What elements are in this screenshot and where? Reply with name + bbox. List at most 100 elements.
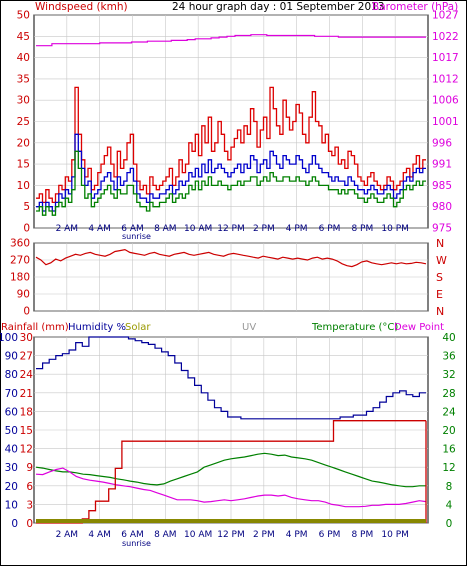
wind-y-tick: 30 [17, 95, 30, 107]
rainfall-line [36, 420, 426, 524]
barometer-y-tick: 1017 [432, 52, 459, 64]
temp-x-ticks: 2 AM 4 AM 6 AM 8 AM 10 AM 12 PM 2 PM 4 PM 6 PM 8 … [56, 530, 409, 540]
temp-y-tick: 40 [442, 332, 455, 344]
direction-series [35, 248, 427, 268]
barometer-y-tick: 1012 [432, 73, 459, 85]
wind-y-left-ticks: 0 5 10 15 20 25 30 35 40 45 50 [17, 10, 30, 235]
wind-x-tick: 8 PM [351, 224, 373, 234]
rain-y-tick: 30 [20, 332, 33, 344]
compass-tick: N [436, 237, 444, 250]
temp-y-tick: 16 [442, 444, 456, 456]
humidity-y-tick: 70 [5, 388, 18, 400]
temp-y-tick: 28 [442, 388, 455, 400]
rain-y-tick: 15 [20, 425, 33, 437]
wind-line [36, 86, 426, 204]
temp-x-tick: 6 AM [121, 530, 144, 540]
rain-y-tick: 3 [26, 499, 33, 511]
wind-barometer-panel: 0 5 10 15 20 25 30 35 40 45 50 975 980 985 991 996 1001… [17, 1, 459, 241]
temp-x-tick: 6 PM [319, 530, 341, 540]
humidity-y-ticks: 0 10 20 30 40 50 60 70 80 90 100 [0, 332, 18, 530]
wind-y-right-ticks: 975 980 985 991 996 1001 1006 1012 1017 1022 1027 [432, 10, 459, 235]
temp-y-tick: 4 [446, 499, 453, 511]
wind-x-tick: 4 AM [88, 224, 111, 234]
wind-y-tick: 0 [23, 223, 30, 235]
gust-line [36, 133, 426, 212]
wind-x-tick: 6 AM [121, 224, 144, 234]
wind-x-tick: 2 AM [56, 224, 79, 234]
solar-legend-label: Solar [125, 322, 151, 333]
barometer-y-tick: 1022 [432, 31, 459, 43]
humidity-line [36, 336, 426, 420]
direction-y-tick: 360 [10, 238, 30, 250]
wind-y-tick: 10 [17, 180, 30, 192]
humidity-y-tick: 50 [5, 425, 18, 437]
direction-y-tick: 0 [23, 306, 30, 318]
wind-grid [34, 14, 428, 229]
direction-grid [34, 242, 428, 312]
wind-x-tick: 6 PM [319, 224, 341, 234]
rain-y-tick: 24 [20, 369, 34, 381]
rainfall-legend-label: Rainfall (mm) [1, 322, 69, 333]
solar-band [36, 519, 426, 523]
windspeed-axis-label: Windspeed (kmh) [35, 1, 128, 13]
temp-x-tick: 10 PM [381, 530, 409, 540]
sunrise-label: sunrise [122, 232, 151, 241]
barometer-axis-label: Barometer (hPa) [372, 1, 458, 13]
humidity-y-tick: 80 [5, 369, 18, 381]
humidity-y-tick: 0 [11, 518, 18, 530]
chart-title: 24 hour graph day : 01 September 2013 [172, 1, 384, 13]
barometer-y-tick: 1027 [432, 10, 459, 22]
temp-x-tick: 2 AM [56, 530, 79, 540]
temp-y-tick: 0 [446, 518, 453, 530]
wind_avg-line [36, 150, 426, 216]
humidity-y-tick: 60 [5, 406, 18, 418]
barometer-y-tick: 975 [432, 223, 452, 235]
wind-x-tick: 8 AM [154, 224, 177, 234]
humidity-y-tick: 40 [5, 444, 18, 456]
compass-tick: W [436, 254, 447, 267]
rain-y-tick: 21 [20, 388, 33, 400]
wind-x-tick: 10 AM [184, 224, 212, 234]
temp-x-tick: 12 PM [217, 530, 245, 540]
temp-y-tick: 12 [442, 462, 455, 474]
rain-y-tick: 27 [20, 351, 33, 363]
temp-x-tick: 10 AM [184, 530, 212, 540]
wind-x-tick: 2 PM [253, 224, 275, 234]
barometer-line [36, 34, 426, 47]
wind-series [36, 34, 426, 216]
barometer-y-tick: 996 [432, 137, 452, 149]
temp-y-tick: 36 [442, 351, 456, 363]
wind-x-tick: 12 PM [217, 224, 245, 234]
rain-y-tick: 0 [26, 518, 33, 530]
temp-x-tick: 8 PM [351, 530, 373, 540]
wind-y-tick: 5 [23, 201, 30, 213]
direction-y-tick: 180 [10, 272, 30, 284]
temperature-line [35, 452, 426, 488]
barometer-y-tick: 985 [432, 180, 452, 192]
compass-tick: E [436, 288, 443, 301]
wind-y-tick: 25 [17, 116, 30, 128]
barometer-y-tick: 980 [432, 201, 452, 213]
wind-y-tick: 15 [17, 159, 30, 171]
rain-y-tick: 12 [20, 444, 33, 456]
wind-y-tick: 50 [17, 10, 30, 22]
humidity-y-tick: 100 [0, 332, 18, 344]
sunrise-label-bottom: sunrise [122, 539, 151, 548]
rain-y-tick: 18 [20, 406, 33, 418]
humidity-legend-label: Humidity % [68, 322, 126, 333]
direction-y-tick: 90 [17, 289, 30, 301]
humidity-y-tick: 20 [5, 481, 18, 493]
dewpoint-line [35, 467, 427, 508]
dewpoint-legend-label: Dew Point [394, 322, 444, 333]
wind-y-tick: 35 [17, 73, 30, 85]
wind-x-tick: 4 PM [286, 224, 308, 234]
compass-tick: N [436, 305, 444, 318]
direction-line [35, 248, 427, 268]
uv-legend-label: UV [242, 322, 256, 333]
compass-tick: S [436, 271, 443, 284]
